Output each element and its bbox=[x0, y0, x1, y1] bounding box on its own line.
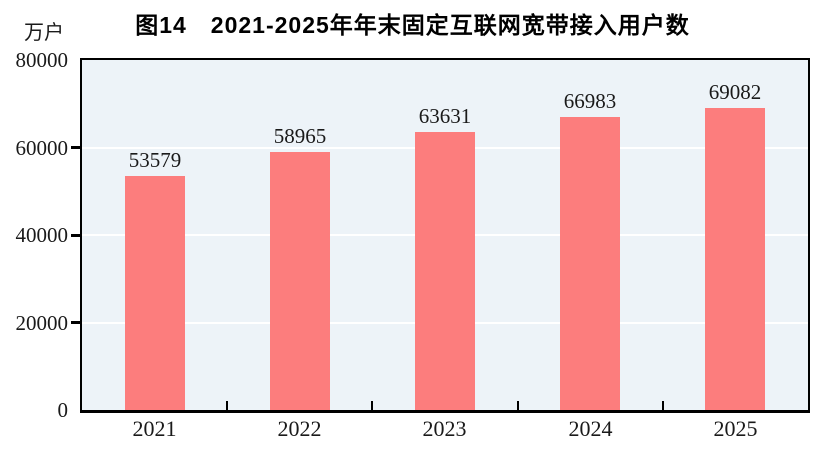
bar-value-label-2024: 66983 bbox=[563, 89, 617, 113]
x-axis-tick-mark-3 bbox=[517, 401, 519, 410]
y-axis-tick-label-80000: 80000 bbox=[15, 48, 69, 72]
x-axis-tick-mark-4 bbox=[662, 401, 664, 410]
y-axis-tick-mark-60000 bbox=[71, 146, 82, 149]
y-axis-tick-label-60000: 60000 bbox=[15, 136, 69, 160]
bar-2021 bbox=[125, 176, 185, 410]
x-axis-tick-mark-1 bbox=[226, 401, 228, 410]
x-axis-label-2023: 2023 bbox=[422, 416, 467, 441]
y-axis-unit-label: 万户 bbox=[24, 22, 64, 44]
plot-area: 53579 58965 63631 66983 69082 bbox=[80, 58, 810, 413]
bar-value-label-2021: 53579 bbox=[128, 148, 182, 172]
y-axis-tick-mark-40000 bbox=[71, 234, 82, 237]
y-axis-tick-label-40000: 40000 bbox=[15, 223, 69, 247]
bar-value-label-2025: 69082 bbox=[708, 80, 762, 104]
x-axis-label-2025: 2025 bbox=[713, 416, 758, 441]
bar-2025 bbox=[705, 108, 765, 410]
bar-2024 bbox=[560, 117, 620, 410]
x-axis-label-2022: 2022 bbox=[277, 416, 322, 441]
bar-value-label-2022: 58965 bbox=[273, 124, 327, 148]
x-axis-label-2021: 2021 bbox=[132, 416, 177, 441]
bar-2023 bbox=[415, 132, 475, 410]
bar-2022 bbox=[270, 152, 330, 410]
bar-value-label-2023: 63631 bbox=[418, 104, 472, 128]
y-axis-tick-mark-20000 bbox=[71, 321, 82, 324]
x-axis-tick-mark-2 bbox=[371, 401, 373, 410]
x-axis-label-2024: 2024 bbox=[568, 416, 613, 441]
y-axis-tick-label-0: 0 bbox=[57, 398, 69, 422]
y-axis-tick-label-20000: 20000 bbox=[15, 311, 69, 335]
chart-title: 图14 2021-2025年年末固定互联网宽带接入用户数 bbox=[135, 12, 690, 38]
